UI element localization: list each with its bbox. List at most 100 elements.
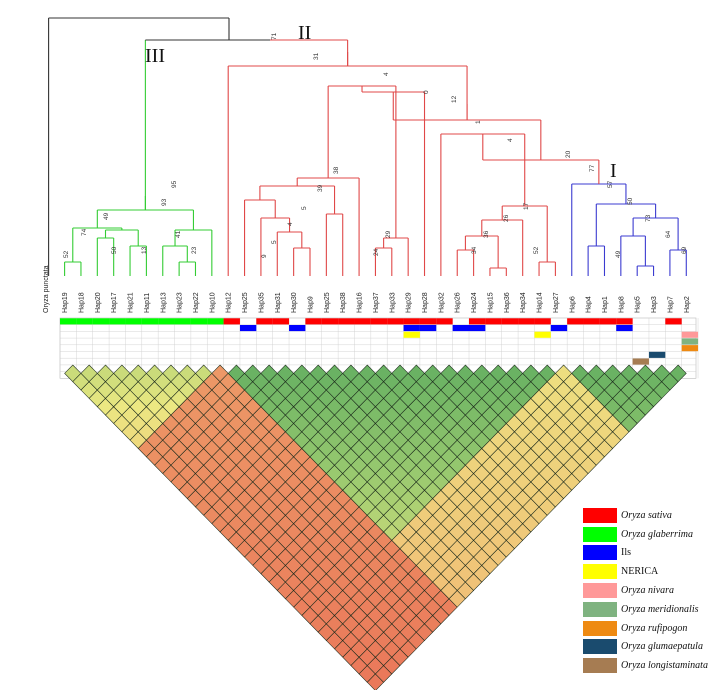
occurrence-cell [403,325,420,332]
occurrence-cell [567,318,584,325]
legend-label: Oryza rufipogon [621,622,688,634]
legend-label: Oryza meridionalis [621,603,699,615]
haplotype-label: Hap13 [160,292,167,313]
bootstrap-value: 41 [175,230,182,238]
bootstrap-value: 73 [645,214,652,222]
bootstrap-value: 13 [141,246,148,254]
occurrence-cell [338,318,355,325]
legend-swatch [583,583,617,599]
occurrence-cell [518,318,535,325]
legend-item: Oryza meridionalis [583,600,713,619]
bootstrap-value: 20 [565,150,572,158]
bootstrap-value: 17 [523,202,530,210]
haplotype-label: Hap31 [275,292,282,313]
legend-swatch [583,564,617,580]
occurrence-cell [223,318,240,325]
bootstrap-value: 57 [607,180,614,188]
occurrence-cell [125,318,142,325]
bootstrap-value: 49 [103,212,110,220]
leaf-labels: Oryza punctata Hap19 Hap18 Hap20 Hap17 Hap21… [43,265,691,313]
occurrence-cell [387,318,404,325]
haplotype-label: Hap35 [258,292,265,313]
occurrence-cell [534,318,551,325]
bootstrap-value: 64 [665,230,672,238]
occurrence-cell [109,318,126,325]
haplotype-label: Hap10 [209,292,216,313]
occurrence-cell [616,325,633,332]
haplotype-label: Hap12 [226,292,233,313]
legend-swatch [583,545,617,561]
occurrence-cell [469,318,486,325]
haplotype-label: Hap37 [373,292,380,313]
bootstrap-value: 31 [313,52,320,60]
legend-label: Oryza sativa [621,509,672,521]
bootstrap-value: 0 [423,90,430,94]
bootstrap-value: 4 [383,72,390,76]
occurrence-cell [632,358,649,365]
occurrence-cell [403,331,420,338]
legend-item: Oryza glumaepatula [583,638,713,657]
bootstrap-value: 50 [627,197,634,205]
occurrence-cell [289,325,306,332]
occurrence-cell [239,325,257,332]
bootstrap-value: 1 [475,120,482,124]
legend-item: Oryza glaberrima [583,525,713,544]
haplotype-label: Hap8 [618,296,625,313]
legend-item: Oryza rufipogon [583,619,713,638]
haplotype-label: Hap11 [144,293,151,313]
occurrence-cell [141,318,159,325]
haplotype-label: Hap28 [422,292,429,313]
bootstrap-value: 23 [191,246,198,254]
bootstrap-value: 36 [483,230,490,238]
heatmap-cell [669,364,687,383]
bootstrap-value: 93 [161,198,168,206]
occurrence-cell [76,318,93,325]
bootstrap-value: 34 [471,246,478,254]
haplotype-label: Hap25 [324,292,331,313]
legend-swatch [583,658,617,674]
legend-item: Ils [583,544,713,563]
grid-frame [59,317,697,379]
haplotype-label: Hap6 [569,296,576,313]
haplotype-label: Hap29 [406,292,413,313]
haplotype-label: Hap15 [487,292,494,313]
occurrence-cell [419,325,437,332]
occurrence-cell [207,318,224,325]
occurrence-cell [501,318,519,325]
legend-item: Oryza longistaminata [583,656,713,675]
bootstrap-value: 38 [333,166,340,174]
haplotype-label: Hap1 [602,296,609,313]
haplotype-label: Hap33 [389,292,396,313]
bootstrap-value: 74 [81,228,88,236]
occurrence-cell [158,318,175,325]
haplotype-label: Hap30 [291,292,298,313]
occurrence-cell [681,331,699,338]
clade-label-ii: II [298,22,311,44]
legend-swatch [583,620,617,636]
legend-swatch [583,601,617,617]
haplotype-label: Hap20 [95,292,102,313]
bootstrap-value: 12 [451,95,458,103]
bootstrap-value: 26 [503,214,510,222]
bootstrap-value: 77 [589,164,596,172]
occurrence-cell [469,325,486,332]
bootstrap-value: 5 [301,206,308,210]
occurrence-cell [92,318,110,325]
bootstrap-value: 71 [271,32,278,40]
occurrence-cell [60,318,77,325]
legend-item: Oryza sativa [583,506,713,525]
bootstrap-value: 49 [615,250,622,258]
bootstrap-value: 95 [171,180,178,188]
legend-label: NERICA [621,566,659,578]
haplotype-label: Hap9 [308,296,315,313]
haplotype-label: Hap24 [471,292,478,313]
haplotype-label: Hap22 [193,292,200,313]
occurrence-cell [583,318,600,325]
haplotype-label: Hap21 [128,292,135,313]
bootstrap-value: 52 [533,246,540,254]
bootstrap-value: 4 [507,138,514,142]
haplotype-label: Hap18 [78,292,85,313]
